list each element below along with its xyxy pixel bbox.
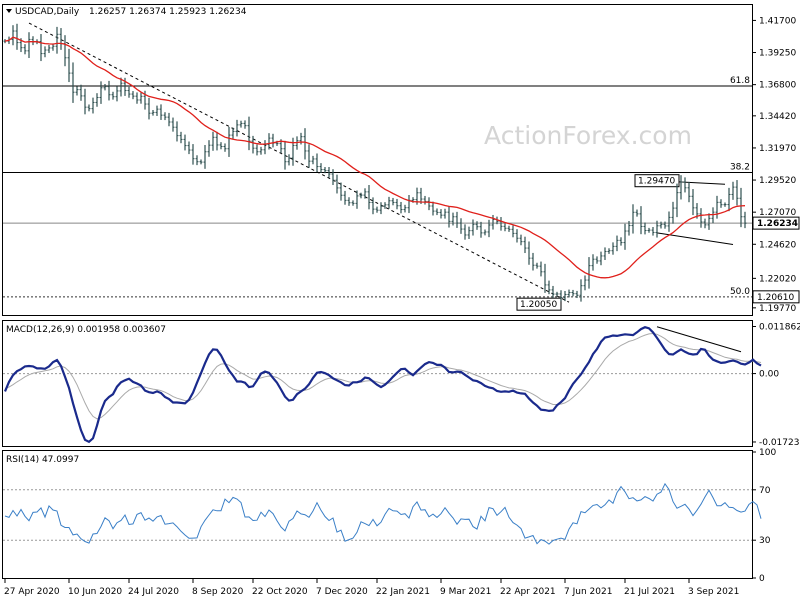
x-tick-label: 3 Sep 2021 bbox=[688, 587, 739, 597]
fib-label: 38.2 bbox=[730, 162, 750, 172]
rsi-panel-frame bbox=[2, 450, 753, 579]
annotation-box bbox=[634, 174, 680, 188]
price-tag-box bbox=[752, 290, 800, 304]
x-tick-label: 9 Mar 2021 bbox=[440, 587, 491, 597]
price-tick-label: 1.34420 bbox=[759, 112, 796, 122]
x-tick-label: 27 Apr 2020 bbox=[4, 587, 60, 597]
rsi-tick-label: 100 bbox=[759, 448, 776, 458]
x-tick-label: 7 Jun 2021 bbox=[564, 587, 612, 597]
rsi-plot: 100 70 30 0 bbox=[3, 448, 776, 584]
price-tick-label: 1.41700 bbox=[759, 16, 796, 26]
price-tick-label: 1.24620 bbox=[759, 240, 796, 250]
macd-signal-line bbox=[4, 332, 762, 420]
macd-divergence-line bbox=[656, 326, 742, 353]
macd-label: MACD(12,26,9) 0.001958 0.003607 bbox=[6, 325, 166, 335]
chevron-down-icon[interactable] bbox=[6, 9, 12, 13]
x-tick-label: 10 Jun 2020 bbox=[68, 587, 122, 597]
macd-panel-frame bbox=[2, 320, 753, 447]
rsi-tick-label: 0 bbox=[759, 574, 765, 584]
rsi-label: RSI(14) 47.0997 bbox=[6, 455, 79, 465]
price-tick-label: 1.39250 bbox=[759, 49, 796, 59]
downtrend-line bbox=[28, 22, 570, 303]
macd-tick-label: -0.017238 bbox=[759, 438, 800, 448]
macd-plot: 0.011862 0.00 -0.017238 bbox=[3, 323, 800, 448]
x-tick-label: 7 Dec 2020 bbox=[316, 587, 368, 597]
macd-tick-label: 0.00 bbox=[759, 370, 779, 380]
price-axis-labels: 1.41700 1.39250 1.36800 1.34420 1.31970 1.295… bbox=[752, 16, 796, 314]
x-tick-label: 24 Jul 2020 bbox=[128, 587, 179, 597]
rsi-tick-label: 30 bbox=[759, 536, 771, 546]
moving-average bbox=[4, 36, 746, 279]
annotation-box bbox=[516, 297, 562, 311]
x-tick-label: 22 Jan 2021 bbox=[376, 587, 430, 597]
fibonacci-levels: 61.8 38.2 50.0 1.20610 1.26234 bbox=[3, 76, 800, 304]
fib-label: 50.0 bbox=[730, 287, 750, 297]
current-price-tag: 1.26234 bbox=[757, 219, 798, 229]
watermark: ActionForex.com bbox=[484, 121, 692, 150]
price-tick-label: 1.31970 bbox=[759, 144, 796, 154]
price-tick-label: 1.22020 bbox=[759, 274, 796, 284]
annotation-label: 1.20050 bbox=[520, 300, 557, 310]
price-tick-label: 1.36800 bbox=[759, 81, 796, 91]
x-tick-label: 21 Jul 2021 bbox=[624, 587, 675, 597]
current-price-box bbox=[752, 216, 800, 230]
price-tag: 1.20610 bbox=[757, 293, 794, 303]
rsi-line bbox=[4, 482, 762, 545]
rsi-tick-label: 70 bbox=[759, 486, 771, 496]
price-bars bbox=[3, 23, 747, 302]
x-tick-label: 8 Sep 2020 bbox=[192, 587, 244, 597]
x-axis-labels: 27 Apr 2020 10 Jun 2020 24 Jul 2020 8 Sep 2… bbox=[4, 579, 739, 597]
price-tick-label: 1.19770 bbox=[759, 304, 796, 314]
price-panel-frame bbox=[2, 4, 753, 316]
annotation-label: 1.29470 bbox=[638, 177, 675, 187]
x-tick-label: 22 Apr 2021 bbox=[500, 587, 556, 597]
price-tick-label: 1.29520 bbox=[759, 176, 796, 186]
fib-label: 61.8 bbox=[730, 76, 750, 86]
ma-line bbox=[4, 36, 746, 279]
trend-lines: 1.29470 1.20050 bbox=[28, 22, 734, 311]
price-tick-label: 1.27070 bbox=[759, 208, 796, 218]
symbol-header: USDCAD,Daily bbox=[15, 7, 80, 17]
macd-tick-label: 0.011862 bbox=[759, 323, 800, 333]
ohlc-header: 1.26257 1.26374 1.25923 1.26234 bbox=[89, 7, 247, 17]
macd-main-line bbox=[3, 326, 762, 444]
x-tick-label: 22 Oct 2020 bbox=[252, 587, 308, 597]
